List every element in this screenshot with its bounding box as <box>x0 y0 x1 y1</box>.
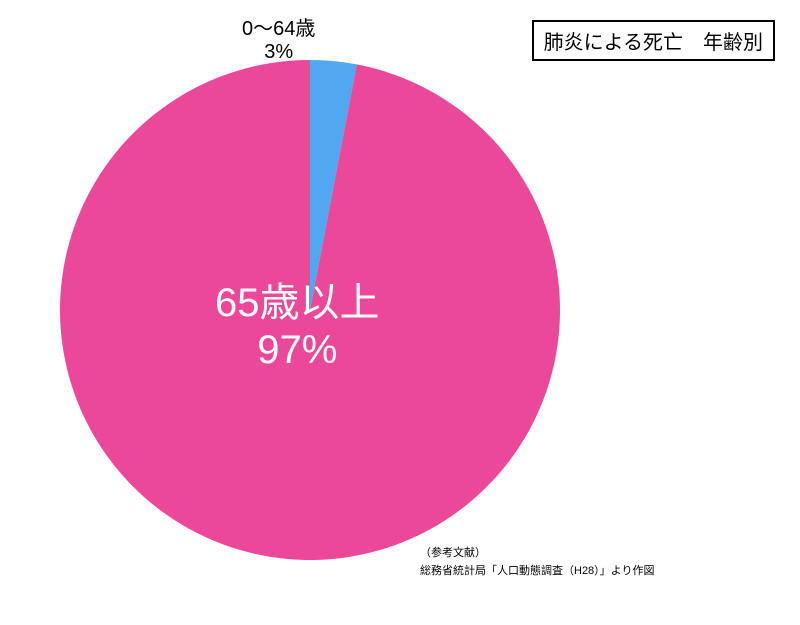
slice-label-minor: 0〜64歳 3% <box>242 12 315 64</box>
footnote-line1: （参考文献） <box>420 545 654 563</box>
footnote: （参考文献） 総務省統計局「人口動態調査（H28）」より作図 <box>420 545 654 580</box>
slice-label-major-pct: 97% <box>215 328 380 373</box>
slice-label-minor-pct: 3% <box>242 41 315 64</box>
slice-label-major-text: 65歳以上 <box>215 270 380 328</box>
footnote-line2: 総務省統計局「人口動態調査（H28）」より作図 <box>420 563 654 581</box>
slice-label-minor-text: 0〜64歳 <box>242 12 315 41</box>
slice-label-major: 65歳以上 97% <box>215 270 380 373</box>
